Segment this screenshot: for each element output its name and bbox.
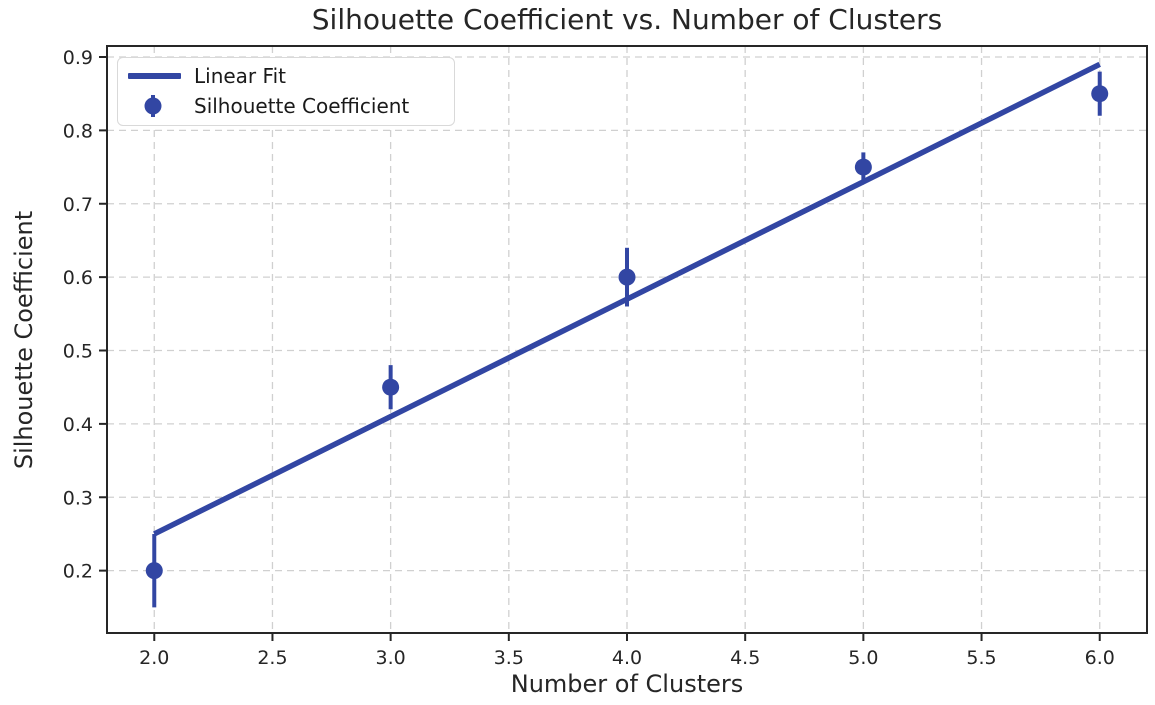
y-tick-label: 0.2 [63, 561, 93, 583]
y-tick-label: 0.7 [63, 194, 93, 216]
x-tick-label: 5.0 [848, 647, 878, 669]
legend: Linear Fit Silhouette Coefficient [117, 57, 455, 126]
legend-swatch [118, 73, 190, 79]
y-axis-label: Silhouette Coefficient [10, 210, 38, 470]
y-tick-label: 0.4 [63, 414, 93, 436]
x-tick-label: 4.0 [612, 647, 642, 669]
y-tick-label: 0.3 [63, 487, 93, 509]
legend-swatch [118, 91, 190, 121]
data-point-marker [382, 378, 400, 396]
data-point-marker [854, 158, 872, 176]
errorbar-marker-icon [144, 95, 162, 117]
x-tick-label: 2.5 [257, 647, 287, 669]
y-tick-label: 0.6 [63, 267, 93, 289]
y-tick-label: 0.8 [63, 120, 93, 142]
x-axis-label: Number of Clusters [510, 670, 744, 698]
line-swatch-icon [127, 73, 181, 79]
axes-frame [106, 45, 1148, 634]
legend-item-silhouette-coefficient: Silhouette Coefficient [118, 91, 454, 121]
chart-title: Silhouette Coefficient vs. Number of Clu… [311, 3, 943, 36]
data-point-marker [618, 268, 636, 286]
y-tick-label: 0.9 [63, 47, 93, 69]
y-tick-label: 0.5 [63, 341, 93, 363]
data-point-marker [145, 562, 163, 580]
x-tick-label: 3.5 [494, 647, 524, 669]
x-tick-label: 5.5 [966, 647, 996, 669]
legend-label: Silhouette Coefficient [194, 94, 410, 118]
x-tick-label: 4.5 [730, 647, 760, 669]
x-tick-label: 3.0 [376, 647, 406, 669]
x-tick-label: 2.0 [139, 647, 169, 669]
legend-item-linear-fit: Linear Fit [118, 61, 454, 91]
data-point-marker [1091, 85, 1109, 103]
legend-label: Linear Fit [194, 64, 286, 88]
x-tick-label: 6.0 [1085, 647, 1115, 669]
